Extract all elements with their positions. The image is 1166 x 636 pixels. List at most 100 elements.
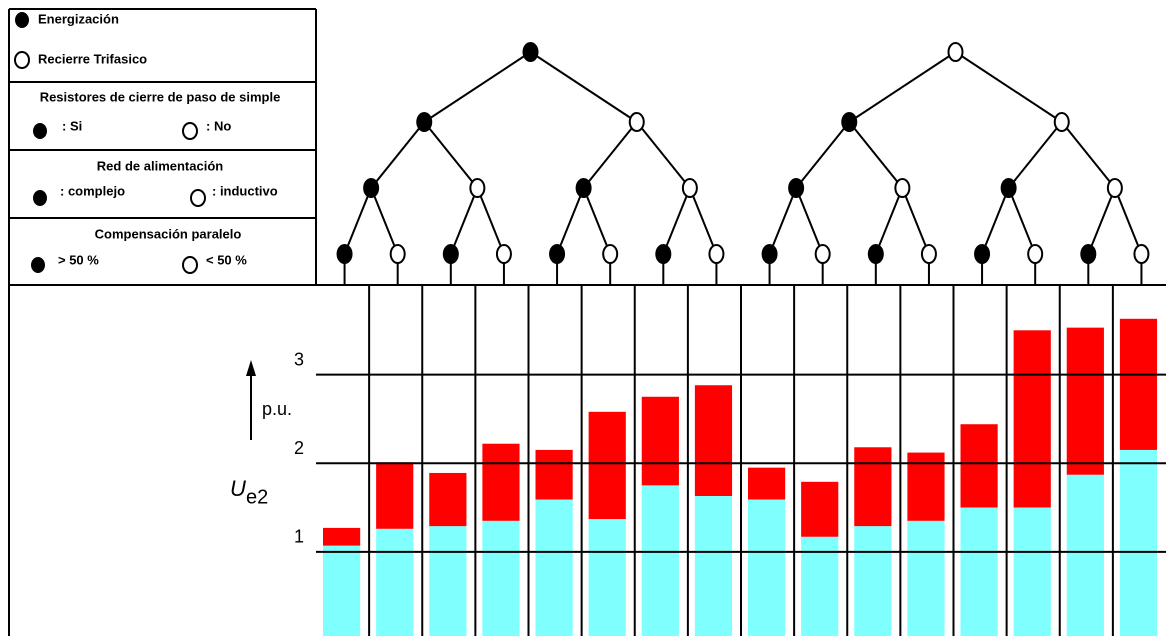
bar-segment [907,520,945,636]
tree-edge [423,121,479,189]
legend-text: : inductivo [212,183,278,198]
tree-node-open [389,244,406,264]
tree-node-open [920,244,937,264]
tree-node-open [628,112,645,132]
bar-segment [1119,318,1158,450]
bar-segment [535,499,573,636]
bar-segment [748,467,786,500]
bar-segment [854,447,892,527]
tree-edge [795,187,824,255]
bar-segment [694,385,733,496]
bar-segment [854,526,892,636]
bar-segment [535,449,573,500]
legend-text: Energización [38,11,119,26]
bar-segment [960,424,998,508]
bar-segment [694,496,733,636]
tree-edge [370,121,426,189]
legend-text: Recierre Trifasico [38,51,147,66]
tree-node-open [1053,112,1070,132]
bar-segment [641,396,679,486]
bar-segment [376,462,414,529]
tree-node-open [814,244,831,264]
bar-segment [1066,327,1104,475]
tree-edge [848,121,904,189]
tree-edge [582,187,612,255]
bar-segment [801,536,839,636]
legend-dot-open [14,51,30,69]
bar-segment [429,526,467,636]
tree-node-open [495,244,512,264]
legend-text: : Si [62,118,82,133]
legend-dot-filled [33,123,47,139]
y-tick-label: 3 [294,349,304,369]
tree-edge [1060,121,1116,189]
tree-edge [981,187,1010,255]
bar-segment [960,507,998,636]
tree-node-filled [575,178,592,198]
tree-node-open [1027,244,1044,264]
bar-segment [376,528,414,636]
tree-edge [1113,187,1143,255]
tree-edge [582,121,638,189]
tree-edge [1007,187,1037,255]
legend-dot-filled [31,257,45,273]
legend-group-title: Compensación paralelo [95,226,242,241]
bar-segment [323,527,361,546]
tree-edge [1007,121,1063,189]
tree-edge [795,121,851,189]
bar-segment [429,472,467,527]
tree-edge [370,187,399,255]
tree-node-filled [761,244,778,264]
tree-edge [423,51,532,123]
bar-segment [482,443,520,521]
bar-segment [1066,474,1104,636]
tree-node-open [602,244,619,264]
tree-edge [768,187,798,255]
tree-node-filled [522,42,539,62]
axis-arrow-head [246,360,256,376]
tree-node-open [1133,244,1150,264]
legend-panel [8,8,1166,636]
tree-node-filled [1080,244,1097,264]
tree-node-filled [1000,178,1017,198]
bar-segment [1119,449,1158,636]
y-tick-label: 2 [294,438,304,458]
tree-node-open [469,178,486,198]
legend-text: : complejo [60,183,125,198]
legend-text: : No [206,118,231,133]
tree-node-open [894,178,911,198]
tree-node-filled [363,178,380,198]
tree-node-open [681,178,698,198]
tree-node-open [947,42,964,62]
legend-text: > 50 % [58,252,99,267]
tree-node-filled [974,244,991,264]
y-unit: p.u. [262,399,292,419]
tree-node-filled [336,244,353,264]
tree-edge [635,121,691,189]
bar-segment [1013,330,1051,508]
tree-edge [556,187,585,255]
bar-segment [748,499,786,636]
legend-dot-filled [15,12,29,28]
tree-edge [901,187,930,255]
tree-edge [662,187,691,255]
tree-node-open [1106,178,1123,198]
legend-dot-open [182,122,198,140]
tree-node-filled [867,244,884,264]
bar-segment [588,411,626,520]
tree-node-filled [549,244,566,264]
legend-dot-filled [33,190,47,206]
legend-dot-open [190,189,206,207]
legend-group-title: Red de alimentación [97,158,223,173]
tree-node-filled [788,178,805,198]
tree-edge [874,187,904,255]
tree-node-filled [841,112,858,132]
legend-text: < 50 % [206,252,247,267]
tree-edge [529,51,638,123]
bar-segment [1013,507,1051,636]
tree-edge [343,187,373,255]
tree-edge [449,187,479,255]
tree-edge [476,187,505,255]
tree-node-open [708,244,725,264]
